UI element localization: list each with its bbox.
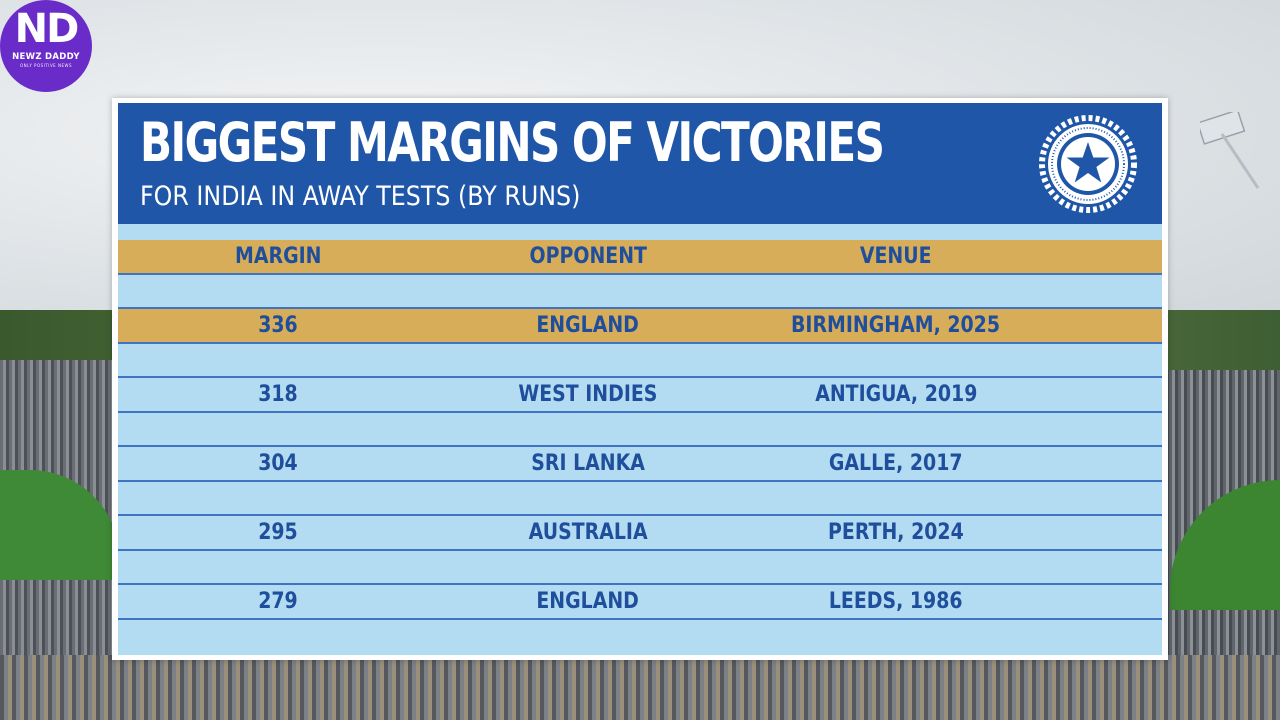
margin-cell: 295 [258,520,298,545]
margin-cell: 279 [258,589,298,614]
venue-cell: ANTIGUA, 2019 [814,382,978,407]
table-row: 318 WEST INDIES ANTIGUA, 2019 [118,378,1162,413]
logo-mark: ND [14,6,80,52]
logo-tagline: ONLY POSITIVE NEWS [19,63,72,68]
venue-cell: GALLE, 2017 [829,451,963,476]
column-header-margin: MARGIN [234,244,322,269]
opponent-cell: SRI LANKA [531,451,645,476]
table-header-row: MARGIN OPPONENT VENUE [118,240,1162,275]
opponent-cell: ENGLAND [536,589,640,614]
table-row: 336 ENGLAND BIRMINGHAM, 2025 [118,309,1162,344]
board-subtitle: FOR INDIA IN AWAY TESTS (BY RUNS) [140,181,581,212]
table-spacer-row [118,344,1162,378]
margin-cell: 336 [258,313,298,338]
crowd-background [0,655,1280,720]
table-spacer-row [118,551,1162,585]
venue-cell: BIRMINGHAM, 2025 [791,313,1001,338]
opponent-cell: AUSTRALIA [528,520,648,545]
margin-cell: 318 [258,382,298,407]
channel-logo: ND NEWZ DADDY ONLY POSITIVE NEWS [0,0,92,92]
opponent-cell: WEST INDIES [518,382,658,407]
venue-cell: LEEDS, 1986 [829,589,963,614]
table-row: 279 ENGLAND LEEDS, 1986 [118,585,1162,620]
floodlight-icon [1200,112,1260,189]
margin-cell: 304 [258,451,298,476]
bcci-star-emblem-icon [1039,115,1137,213]
table-spacer-row [118,413,1162,447]
table-spacer-row [118,275,1162,309]
column-header-venue: VENUE [860,244,932,269]
table-row: 304 SRI LANKA GALLE, 2017 [118,447,1162,482]
logo-name: NEWZ DADDY [12,52,80,62]
table-spacer-row [118,482,1162,516]
venue-cell: PERTH, 2024 [828,520,964,545]
table-row: 295 AUSTRALIA PERTH, 2024 [118,516,1162,551]
opponent-cell: ENGLAND [536,313,640,338]
board-title: BIGGEST MARGINS OF VICTORIES [140,111,885,174]
victory-margins-table: MARGIN OPPONENT VENUE 336 ENGLAND BIRMIN… [118,240,1162,620]
stats-board: BIGGEST MARGINS OF VICTORIES FOR INDIA I… [118,103,1162,655]
column-header-opponent: OPPONENT [529,244,647,269]
board-header: BIGGEST MARGINS OF VICTORIES FOR INDIA I… [118,103,1162,224]
